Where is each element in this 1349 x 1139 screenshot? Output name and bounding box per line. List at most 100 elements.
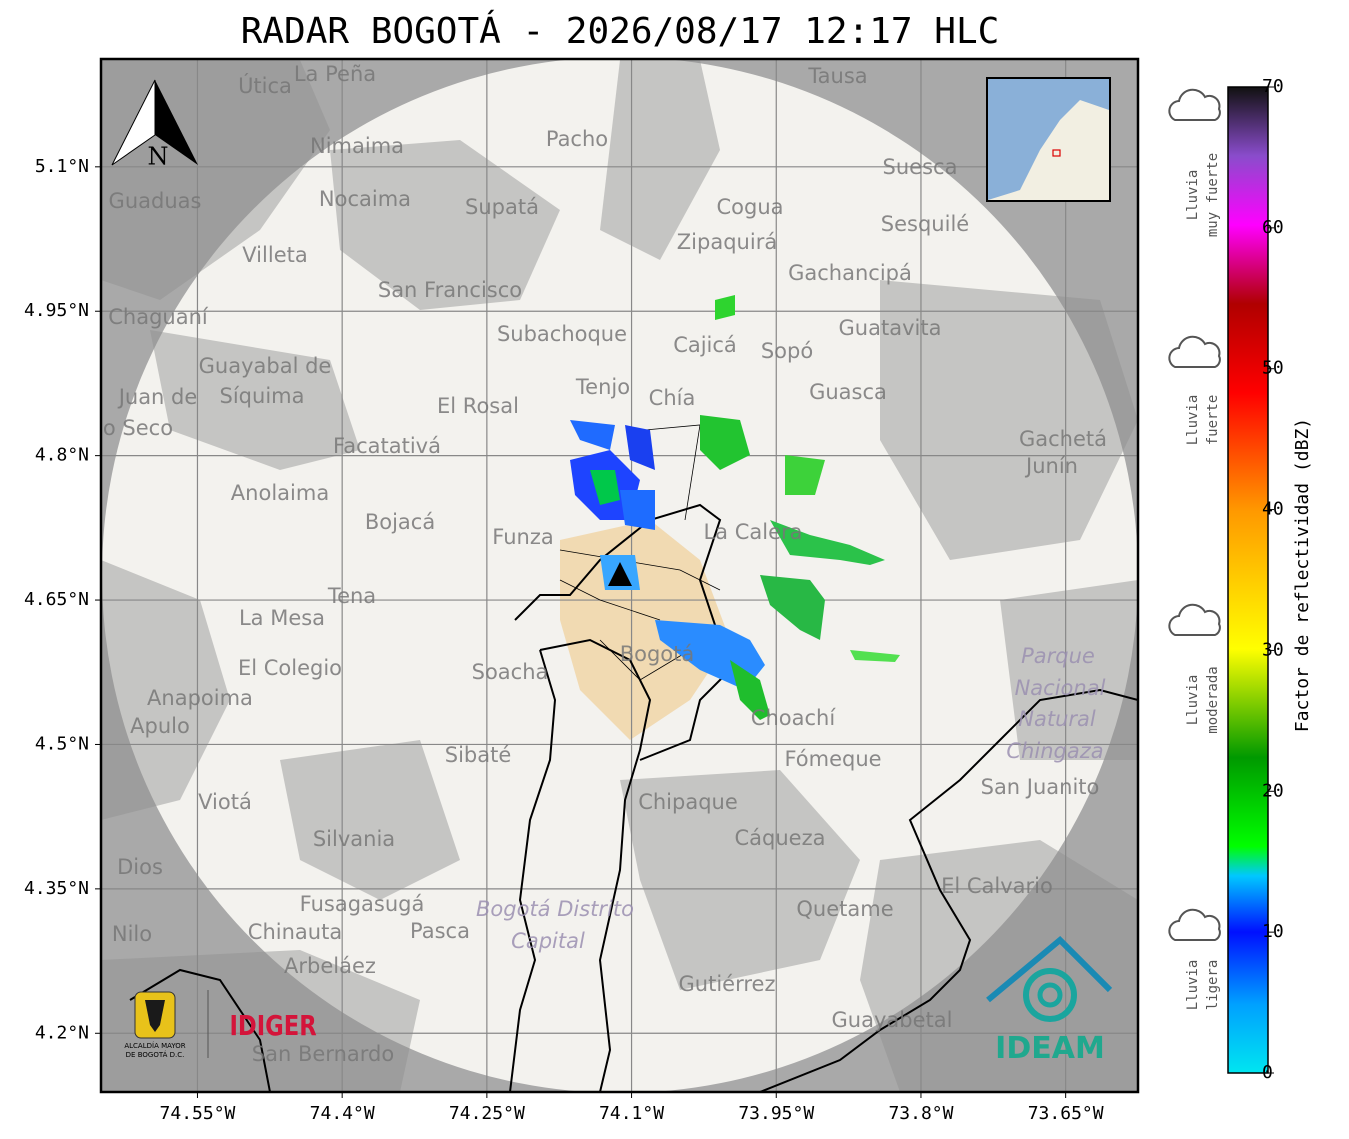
colorbar-tick-label: 0 <box>1262 1062 1273 1083</box>
place-label: Bogotá Distrito <box>476 897 634 921</box>
y-tick-label: 4.95°N <box>24 300 89 321</box>
place-label: Cajicá <box>673 333 737 357</box>
x-tick-label: 73.65°W <box>1028 1103 1104 1124</box>
place-label: El Colegio <box>238 656 342 680</box>
place-label: Choachí <box>751 706 837 730</box>
urban-area <box>560 520 730 740</box>
legend-label: Lluvia <box>1185 960 1201 1011</box>
place-label: Capital <box>511 929 585 953</box>
place-label: Quetame <box>796 897 893 921</box>
legend-label: fuerte <box>1205 395 1221 446</box>
place-label: San Juanito <box>981 775 1100 799</box>
place-label: Síquima <box>220 384 305 408</box>
ideam-logo: IDEAM <box>995 1031 1105 1066</box>
colorbar <box>1227 86 1269 1074</box>
place-label: Anolaima <box>231 481 329 505</box>
colorbar-tick-label: 70 <box>1262 76 1284 97</box>
x-tick-label: 73.8°W <box>888 1103 953 1124</box>
north-arrow: N <box>111 79 198 171</box>
place-label: Zipaquirá <box>677 230 777 254</box>
place-label: Parque <box>1021 644 1095 668</box>
place-label: Gachetá <box>1019 427 1107 451</box>
place-label: Gachancipá <box>788 261 912 285</box>
colorbar-tick-label: 50 <box>1262 358 1284 379</box>
place-label: Guayabal de <box>199 354 332 378</box>
place-label: Sesquilé <box>881 212 969 236</box>
colorbar-tick-label: 10 <box>1262 921 1284 942</box>
radar-echoes <box>570 295 900 720</box>
place-label: Sibaté <box>445 743 512 767</box>
place-label: Guatavita <box>839 316 942 340</box>
place-label: Fómeque <box>784 747 881 771</box>
legend-label: Lluvia <box>1185 675 1201 726</box>
inset-map <box>986 77 1111 202</box>
place-label: La Peña <box>294 62 376 86</box>
colorbar-tick-label: 40 <box>1262 499 1284 520</box>
y-tick-label: 4.65°N <box>24 589 89 610</box>
place-label: Guasca <box>809 380 887 404</box>
place-label: Nilo <box>112 922 152 946</box>
idiger-logo: IDIGER <box>230 1010 317 1043</box>
colorbar-tick-label: 60 <box>1262 217 1284 238</box>
place-label: San Bernardo <box>252 1042 394 1066</box>
legend-label: Lluvia <box>1185 395 1201 446</box>
legend-label: Lluvia <box>1185 170 1201 221</box>
y-tick-label: 4.8°N <box>35 445 89 466</box>
place-label: Tena <box>327 584 376 608</box>
place-label: San Francisco <box>378 278 522 302</box>
place-label: o Seco <box>103 416 173 440</box>
place-label: Chinauta <box>248 920 342 944</box>
place-label: Apulo <box>130 714 190 738</box>
place-label: Fusagasugá <box>300 892 425 916</box>
place-label: Soacha <box>472 660 549 684</box>
place-label: Gutiérrez <box>679 972 776 996</box>
place-label: Chaguaní <box>108 305 209 329</box>
place-label: El Calvario <box>941 874 1053 898</box>
place-label: El Rosal <box>437 394 519 418</box>
radar-site <box>608 562 632 586</box>
legend-label: moderada <box>1205 666 1221 733</box>
place-label: Guaduas <box>109 189 202 213</box>
place-label: Chipaque <box>638 790 738 814</box>
colorbar-label: Factor de reflectividad (dBZ) <box>1292 418 1313 732</box>
place-label: Pacho <box>546 127 608 151</box>
weather-icon <box>1168 335 1221 368</box>
logo-ideam: IDEAM <box>986 935 1113 1066</box>
place-label: Sopó <box>761 339 813 363</box>
colorbar-tick-label: 30 <box>1262 639 1284 660</box>
weather-icon <box>1168 603 1221 636</box>
place-label: Cogua <box>716 195 783 219</box>
y-tick-label: 4.35°N <box>24 878 89 899</box>
place-label: Pasca <box>410 919 470 943</box>
place-label: Cáqueza <box>735 826 826 850</box>
place-label: Bogotá <box>620 642 695 666</box>
place-label: Silvania <box>313 827 395 851</box>
place-label: Nimaima <box>310 134 404 158</box>
place-label: Junín <box>1024 454 1078 478</box>
place-label: La Mesa <box>239 606 325 630</box>
place-label: Facatativá <box>333 434 441 458</box>
y-tick-label: 4.2°N <box>35 1022 89 1043</box>
weather-icon <box>1168 908 1221 941</box>
x-tick-label: 74.25°W <box>449 1103 525 1124</box>
legend-label: ligera <box>1205 960 1221 1011</box>
title: RADAR BOGOTÁ - 2026/08/17 12:17 HLC <box>241 10 1000 52</box>
place-label: Útica <box>238 73 292 98</box>
place-label: Nacional <box>1015 676 1106 700</box>
place-label: Suesca <box>883 155 958 179</box>
logo-alcaldia: ALCALDÍA MAYOR DE BOGOTÁ D.C. IDIGER <box>124 990 317 1059</box>
place-label: Supatá <box>465 195 539 219</box>
place-label: Nocaima <box>319 187 411 211</box>
weather-icon <box>1168 88 1221 121</box>
place-label: Juan de <box>117 385 198 409</box>
map-frame <box>99 57 1140 1094</box>
place-label: Chía <box>649 386 696 410</box>
place-label: Funza <box>492 525 553 549</box>
x-tick-label: 73.95°W <box>738 1103 814 1124</box>
place-label: Dios <box>117 855 163 879</box>
x-tick-label: 74.4°W <box>310 1103 375 1124</box>
x-tick-label: 74.1°W <box>599 1103 664 1124</box>
place-label: Chingaza <box>1006 739 1103 763</box>
